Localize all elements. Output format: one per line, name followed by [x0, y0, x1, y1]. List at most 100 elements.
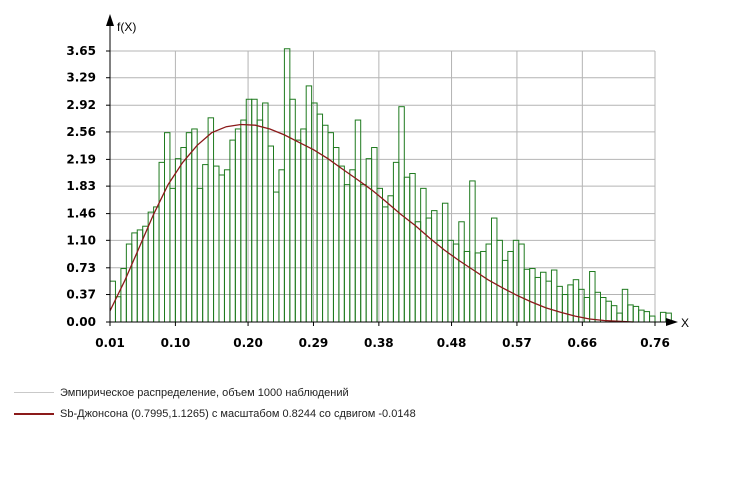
- histogram-bar: [545, 280, 552, 323]
- histogram-bar: [234, 128, 242, 323]
- histogram-bar: [349, 169, 356, 323]
- histogram-bar: [316, 113, 324, 323]
- legend-item-johnson: Sb-Джонсона (0.7995,1.1265) с масштабом …: [14, 403, 416, 424]
- legend-swatch-johnson: [14, 412, 54, 415]
- x-tick-label: 0.38: [364, 336, 394, 350]
- histogram-bar: [332, 147, 340, 323]
- histogram-bar: [169, 187, 176, 323]
- histogram-bar: [512, 239, 520, 323]
- histogram-bar: [638, 309, 645, 323]
- histogram-bar: [207, 117, 215, 323]
- histogram-bar: [420, 187, 427, 323]
- y-tick-label: 2.92: [66, 98, 96, 112]
- histogram-bar: [518, 243, 525, 323]
- histogram-bar: [534, 276, 542, 323]
- histogram-bar: [414, 221, 422, 323]
- histogram-bar: [262, 102, 269, 323]
- legend-item-empirical: Эмпирическое распределение, объем 1000 н…: [14, 382, 416, 403]
- histogram-bar: [496, 239, 503, 323]
- histogram-bar: [322, 124, 329, 323]
- histogram-bar: [594, 291, 601, 323]
- histogram-bar: [267, 145, 274, 323]
- histogram-bar: [501, 259, 509, 323]
- histogram-bar: [485, 243, 492, 323]
- histogram-bar: [458, 221, 465, 323]
- y-tick-label: 1.83: [66, 179, 96, 193]
- x-tick-label: 0.48: [437, 336, 467, 350]
- y-tick-label: 2.19: [66, 152, 96, 166]
- histogram-bar: [256, 119, 264, 323]
- histogram-bar: [550, 269, 558, 323]
- histogram-bar: [278, 169, 285, 323]
- histogram-bar: [185, 132, 193, 323]
- histogram-bar: [507, 250, 514, 323]
- histogram-bar: [136, 229, 144, 323]
- histogram-bar: [480, 250, 487, 323]
- histogram-bar: [425, 217, 433, 323]
- histogram-bar: [164, 132, 171, 323]
- histogram-bar: [643, 311, 651, 323]
- histogram-bar: [354, 119, 362, 323]
- histogram-bar: [523, 268, 531, 323]
- x-tick-label: 0.29: [299, 336, 329, 350]
- histogram-bar: [360, 184, 367, 323]
- histogram-bar: [223, 169, 231, 323]
- y-tick-label: 1.10: [66, 233, 96, 247]
- histogram-bar: [627, 304, 634, 323]
- histogram-bar: [343, 184, 351, 323]
- y-tick-label: 0.73: [66, 261, 96, 275]
- histogram-bar: [180, 147, 187, 323]
- x-tick-labels: 0.01 0.10 0.20 0.29 0.38 0.48 0.57 0.66 0.76: [95, 322, 670, 350]
- histogram-bar: [305, 85, 313, 323]
- histogram-bar: [436, 239, 443, 323]
- histogram-bar: [540, 271, 547, 323]
- histogram-bar: [529, 268, 536, 323]
- grid: [110, 50, 656, 322]
- histogram-bar: [610, 305, 618, 323]
- y-axis-label: f(X): [117, 20, 136, 34]
- histogram-bar: [311, 102, 318, 323]
- histogram-bar: [605, 300, 612, 323]
- histogram-bar: [387, 195, 394, 323]
- legend-swatch-empirical: [14, 392, 54, 393]
- histogram-bar: [409, 173, 416, 323]
- histogram-bar: [273, 191, 280, 323]
- y-tick-label: 3.29: [66, 71, 96, 85]
- histogram-bar: [120, 268, 127, 323]
- histogram-bar: [382, 206, 389, 323]
- histogram-bar: [245, 98, 253, 323]
- histogram-bar: [567, 284, 574, 323]
- histogram-bar: [403, 176, 411, 323]
- x-tick-label: 0.66: [568, 336, 598, 350]
- histogram-bars: [109, 48, 672, 323]
- histogram-bar: [561, 294, 569, 323]
- histogram-bar: [632, 305, 640, 323]
- histogram-bar: [131, 232, 138, 323]
- histogram-bar: [240, 119, 247, 323]
- histogram-bar: [218, 174, 225, 323]
- histogram-bar: [338, 165, 345, 323]
- x-axis-label: X: [681, 316, 689, 330]
- histogram-bar: [431, 210, 438, 323]
- y-tick-label: 1.46: [66, 207, 96, 221]
- legend-label-johnson: Sb-Джонсона (0.7995,1.1265) с масштабом …: [60, 407, 416, 420]
- axes: [106, 14, 678, 326]
- histogram-bar: [371, 147, 378, 323]
- y-tick-label: 0.00: [66, 315, 96, 329]
- legend: Эмпирическое распределение, объем 1000 н…: [14, 382, 416, 424]
- y-tick-label: 0.37: [66, 288, 96, 302]
- histogram-bar: [491, 217, 498, 323]
- histogram-bar: [114, 296, 122, 323]
- legend-label-empirical: Эмпирическое распределение, объем 1000 н…: [60, 386, 349, 399]
- histogram-bar: [441, 202, 449, 323]
- histogram-bar: [474, 252, 482, 323]
- histogram-bar: [300, 128, 307, 323]
- x-tick-label: 0.01: [95, 336, 125, 350]
- histogram-bar: [125, 243, 133, 323]
- histogram-bar: [196, 187, 204, 323]
- histogram-bar: [469, 180, 476, 323]
- histogram-bar: [251, 98, 258, 323]
- histogram-bar: [202, 164, 209, 323]
- histogram-bar: [376, 187, 383, 323]
